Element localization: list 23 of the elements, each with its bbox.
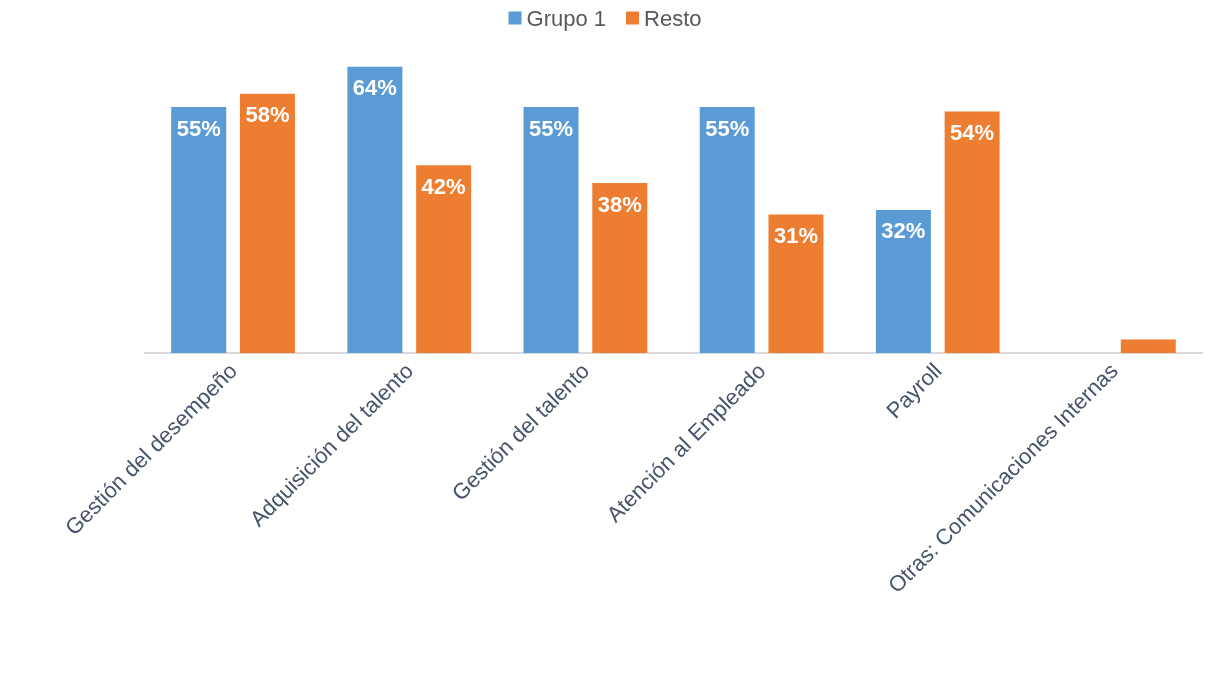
data-label: 64% xyxy=(352,75,397,101)
bar xyxy=(347,66,403,353)
data-label: 42% xyxy=(421,173,466,199)
bar xyxy=(699,107,755,353)
legend-label: Resto xyxy=(644,5,702,31)
data-label: 58% xyxy=(245,102,290,128)
bar xyxy=(875,209,931,353)
bar xyxy=(592,183,648,353)
legend-label: Grupo 1 xyxy=(526,5,607,31)
bar xyxy=(768,214,824,353)
bar xyxy=(1120,339,1176,353)
data-label: 55% xyxy=(529,115,574,141)
data-label: 55% xyxy=(176,115,221,141)
bar xyxy=(944,111,1000,353)
data-label: 31% xyxy=(773,222,818,248)
bar xyxy=(523,107,579,353)
bar xyxy=(416,165,472,353)
data-label: 32% xyxy=(881,218,926,244)
bar xyxy=(171,107,227,353)
data-label: 55% xyxy=(705,115,750,141)
data-label: 38% xyxy=(597,191,642,217)
data-label: 54% xyxy=(950,120,995,146)
bar xyxy=(239,93,295,353)
